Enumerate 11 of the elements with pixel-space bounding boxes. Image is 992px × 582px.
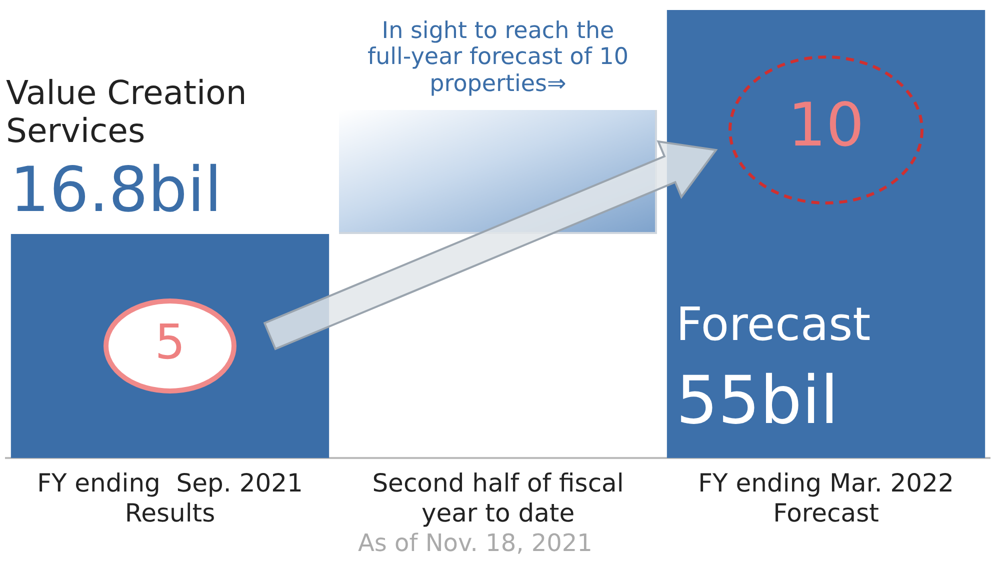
- annotation: 55bil: [676, 362, 839, 439]
- data-label: 10: [788, 90, 864, 161]
- data-label: 5: [154, 314, 186, 370]
- annotation: Forecast: [676, 297, 871, 351]
- x-tick-label: FY ending Mar. 2022 Forecast: [698, 468, 954, 528]
- annotation: In sight to reach the full-year forecast of 10 properties⇒: [366, 18, 630, 98]
- annotation: Value Creation Services: [6, 73, 247, 150]
- x-tick-label: FY ending Sep. 2021 Results: [37, 468, 303, 528]
- text: As of Nov. 18, 2021: [358, 529, 592, 558]
- annotation: 16.8bil: [10, 153, 222, 226]
- x-tick-label: Second half of fiscal year to date: [372, 468, 624, 528]
